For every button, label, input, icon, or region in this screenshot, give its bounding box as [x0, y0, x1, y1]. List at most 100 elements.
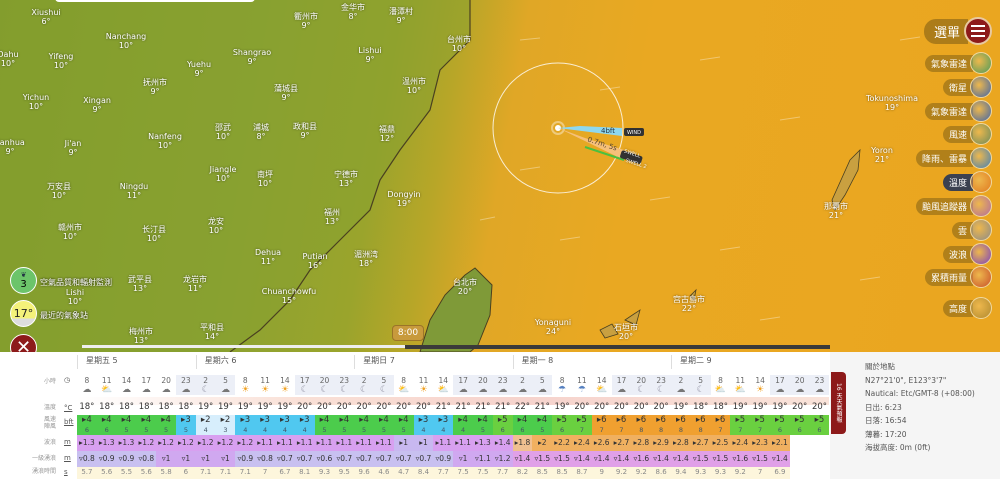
wind-cell: ▸5 7 — [572, 415, 592, 435]
layer-label: 氣象雷達 — [924, 54, 973, 72]
place-name: Nanchang — [105, 32, 147, 41]
time-bubble[interactable]: 8:00 — [392, 325, 424, 341]
place-temp: 9° — [300, 131, 310, 140]
forecast-table[interactable]: 星期五 5 星期六 6 星期日 7 星期一 8 星期二 9 小時 溫度 風速 陣風 波浪 一級湧浪… — [0, 352, 830, 479]
period-value: 9.3 — [318, 468, 331, 476]
wind-bft: ▸5 — [577, 415, 587, 425]
layer-thumbnail-icon — [970, 147, 992, 169]
wave-cell: ▸2.3 — [750, 435, 770, 451]
hour-cell: 8 — [718, 376, 723, 385]
layer-button[interactable]: 累積雨量 — [924, 266, 992, 288]
unit-wind[interactable]: bft — [64, 418, 74, 426]
swell-cell: ▿0.8 — [255, 451, 275, 467]
swell-value: ▿0.7 — [296, 454, 313, 463]
place-name: 台北市 — [453, 278, 477, 287]
swell-cell: ▿0.9 — [96, 451, 117, 467]
period-value: 8.5 — [556, 468, 568, 476]
layer-label: 雲 — [951, 221, 973, 239]
layer-button[interactable]: 降雨、雷暴 — [915, 147, 992, 169]
swell-value: ▿0.7 — [277, 454, 293, 463]
period-cell: 8.5 — [552, 467, 572, 479]
period-value: 9.2 — [635, 468, 647, 476]
map-place-label: Yoron 21° — [871, 146, 893, 164]
wave-cell: ▸2.1 — [770, 435, 790, 451]
wave-cell: ▸1.4 — [492, 435, 513, 451]
place-name: 龙安 — [208, 217, 224, 226]
wave-value: ▸2.8 — [673, 438, 689, 447]
wind-cell: ▸5 7 — [730, 415, 751, 435]
menu-button[interactable]: 選單 — [923, 17, 992, 45]
wind-bft: ▸3 — [299, 415, 310, 425]
wind-cell: ▸2 4 — [195, 415, 216, 435]
period-cell: 9.4 — [671, 467, 691, 479]
gust-bft: 6 — [84, 426, 89, 434]
air-quality-button[interactable]: ❦ 3 — [10, 267, 37, 294]
hour-cell: 8 — [84, 376, 90, 385]
16-day-forecast-tab[interactable]: 16 天天氣預報 — [831, 372, 846, 434]
map-place-label: Xiushui 6° — [31, 8, 60, 26]
layer-button[interactable]: 溫度 — [942, 171, 992, 193]
wave-value: ▸1.2 — [138, 438, 155, 447]
place-temp: 10° — [62, 232, 78, 241]
layer-button[interactable]: 衛星 — [942, 76, 992, 98]
wave-cell: ▸2.8 — [631, 435, 652, 451]
wave-cell: ▸1.2 — [136, 435, 157, 451]
layer-label: 颱風追蹤器 — [915, 197, 973, 215]
period-value: 5.6 — [140, 468, 152, 476]
hour-cell: 11 — [735, 376, 746, 385]
wave-cell: ▸1.3 — [116, 435, 137, 451]
layer-button[interactable]: 氣象雷達 — [924, 100, 992, 122]
weather-map[interactable]: 4bft WIND 0.7m, 5s SWELL SWELL 2 Xiushui… — [0, 0, 1000, 352]
map-place-label: 武平县 13° — [128, 275, 152, 293]
weather-moon-icon: ☾ — [360, 385, 369, 395]
layer-button[interactable]: 風速 — [942, 123, 992, 145]
nearest-station-button[interactable]: 17° — [10, 300, 37, 327]
weather-cloud-icon: ☁ — [478, 385, 488, 395]
layer-button[interactable]: 颱風追蹤器 — [915, 195, 992, 217]
wind-bft: ▸4 — [537, 415, 548, 425]
hour-cell: 23 — [497, 376, 508, 385]
weather-cloud-icon: ☁ — [498, 385, 508, 395]
weather-sun-icon: ☀ — [280, 385, 289, 395]
place-temp: 20° — [618, 332, 634, 341]
swell-cell: ▿1.6 — [631, 451, 652, 467]
weather-sun-icon: ☀ — [241, 385, 250, 395]
search-bar[interactable] — [55, 0, 255, 2]
wind-bft: ▸4 — [319, 415, 330, 425]
swell-value: ▿1 — [161, 454, 171, 463]
weather-sun-icon: ☀ — [261, 385, 270, 395]
timeline-past[interactable] — [82, 345, 405, 348]
wave-cell: ▸2.4 — [572, 435, 592, 451]
unit-period[interactable]: s — [64, 468, 68, 476]
wind-bft: ▸3 — [240, 415, 251, 425]
wind-cell: ▸5 6 — [492, 415, 513, 435]
unit-swell[interactable]: m — [64, 454, 71, 462]
timeline-scrubber[interactable] — [405, 345, 830, 349]
wind-bft: ▸5 — [775, 415, 785, 425]
unit-wave[interactable]: m — [64, 438, 71, 446]
wave-cell: ▸1.1 — [453, 435, 473, 451]
place-temp: 18° — [358, 259, 374, 268]
gust-bft: 5 — [480, 426, 485, 434]
layer-button[interactable]: 波浪 — [942, 243, 992, 265]
layer-button[interactable]: 高度 — [942, 297, 992, 319]
info-title: 關於地點 — [865, 362, 895, 371]
place-temp: 9° — [301, 21, 311, 30]
close-forecast-button[interactable]: ✕ — [10, 334, 37, 352]
wave-value: ▸2.4 — [732, 438, 749, 447]
layer-button[interactable]: 氣象雷達 — [924, 52, 992, 74]
unit-temp[interactable]: °C — [64, 404, 73, 412]
temp-cell: 19° — [732, 402, 748, 412]
gust-bft: 6 — [520, 426, 525, 434]
layer-button[interactable]: 雲 — [951, 219, 992, 241]
temp-cell: 20° — [792, 402, 808, 412]
period-cell: 8.7 — [572, 467, 592, 479]
swell-cell: ▿0.9 — [235, 451, 256, 467]
layer-label: 風速 — [942, 125, 973, 143]
place-temp: 22° — [681, 304, 697, 313]
swell-cell: ▿0.7 — [334, 451, 355, 467]
swell-cell: ▿0.8 — [136, 451, 157, 467]
map-place-label: 万安县 10° — [47, 182, 71, 200]
temp-cell: 19° — [554, 402, 570, 412]
swell-cell: ▿0.9 — [116, 451, 137, 467]
